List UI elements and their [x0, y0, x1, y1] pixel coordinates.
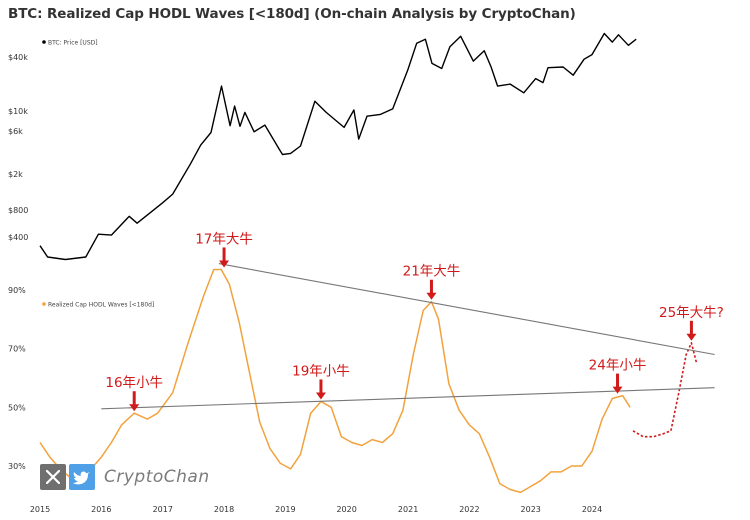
annotation-label-3: 21年大牛 — [403, 264, 461, 280]
y-tick-label-top-1: $10k — [8, 107, 28, 116]
annotation-arrow-head-1 — [219, 260, 230, 268]
x-tick-label-2023: 2023 — [521, 505, 541, 514]
x-tick-label-2019: 2019 — [275, 505, 295, 514]
y-tick-label-bottom-1: 70% — [8, 345, 26, 354]
x-axis: 2015 2016 2017 2018 2019 2020 2021 2022 2023 2024 — [30, 505, 602, 514]
x-tick-label-2017: 2017 — [153, 505, 173, 514]
upper-trendline — [218, 263, 715, 356]
lower-trendline — [101, 387, 715, 410]
annotation-label-2: 19年小牛 — [292, 363, 350, 379]
x-tick-label-2018: 2018 — [214, 505, 234, 514]
legend-marker-hodl-waves — [42, 302, 46, 306]
y-tick-label-top-4: $800 — [8, 206, 28, 215]
annotation-arrow-head-3 — [426, 292, 437, 300]
y-tick-label-top-0: $40k — [8, 53, 28, 62]
annotation-label-1: 17年大牛 — [195, 231, 253, 247]
annotation-arrow-head-4 — [612, 386, 623, 394]
top-panel: $40k $10k $6k $2k $800 $400 BTC: Price [USD] — [8, 32, 637, 261]
series-btc-price-line — [39, 32, 637, 261]
bottom-panel: 90% 70% 50% 30% Realized Cap HODL Waves [<18… — [8, 231, 724, 494]
watermark: CryptoChan — [40, 462, 216, 492]
y-tick-label-bottom-2: 50% — [8, 403, 26, 412]
series-hodl-waves-line — [39, 268, 631, 494]
y-tick-label-top-2: $6k — [8, 127, 23, 136]
annotation-label-0: 16年小牛 — [105, 375, 163, 391]
watermark-text: CryptoChan — [104, 467, 210, 487]
legend-label-btc-price: BTC: Price [USD] — [48, 40, 98, 47]
annotation-arrow-head-5 — [686, 333, 697, 341]
annotation-arrow-head-0 — [129, 404, 140, 412]
annotation-label-5: 25年大牛? — [659, 305, 724, 321]
x-tick-label-2020: 2020 — [336, 505, 356, 514]
chart-title: BTC: Realized Cap HODL Waves [<180d] (On… — [8, 6, 576, 22]
annotation-arrow-head-2 — [315, 392, 326, 400]
annotation-label-4: 24年小牛 — [589, 358, 647, 374]
x-tick-label-2021: 2021 — [398, 505, 418, 514]
series-projection-line — [632, 341, 698, 438]
y-tick-label-bottom-3: 30% — [8, 462, 26, 471]
x-tick-label-2015: 2015 — [30, 505, 50, 514]
x-tick-label-2024: 2024 — [582, 505, 602, 514]
x-logo-icon — [40, 464, 66, 490]
x-tick-label-2016: 2016 — [91, 505, 111, 514]
y-tick-label-top-3: $2k — [8, 170, 23, 179]
legend-marker-btc-price — [42, 40, 46, 44]
legend-label-hodl-waves: Realized Cap HODL Waves [<180d] — [48, 302, 154, 309]
y-tick-label-top-5: $400 — [8, 233, 28, 242]
bird-logo-icon — [69, 464, 95, 490]
x-tick-label-2022: 2022 — [459, 505, 479, 514]
y-tick-label-bottom-0: 90% — [8, 286, 26, 295]
